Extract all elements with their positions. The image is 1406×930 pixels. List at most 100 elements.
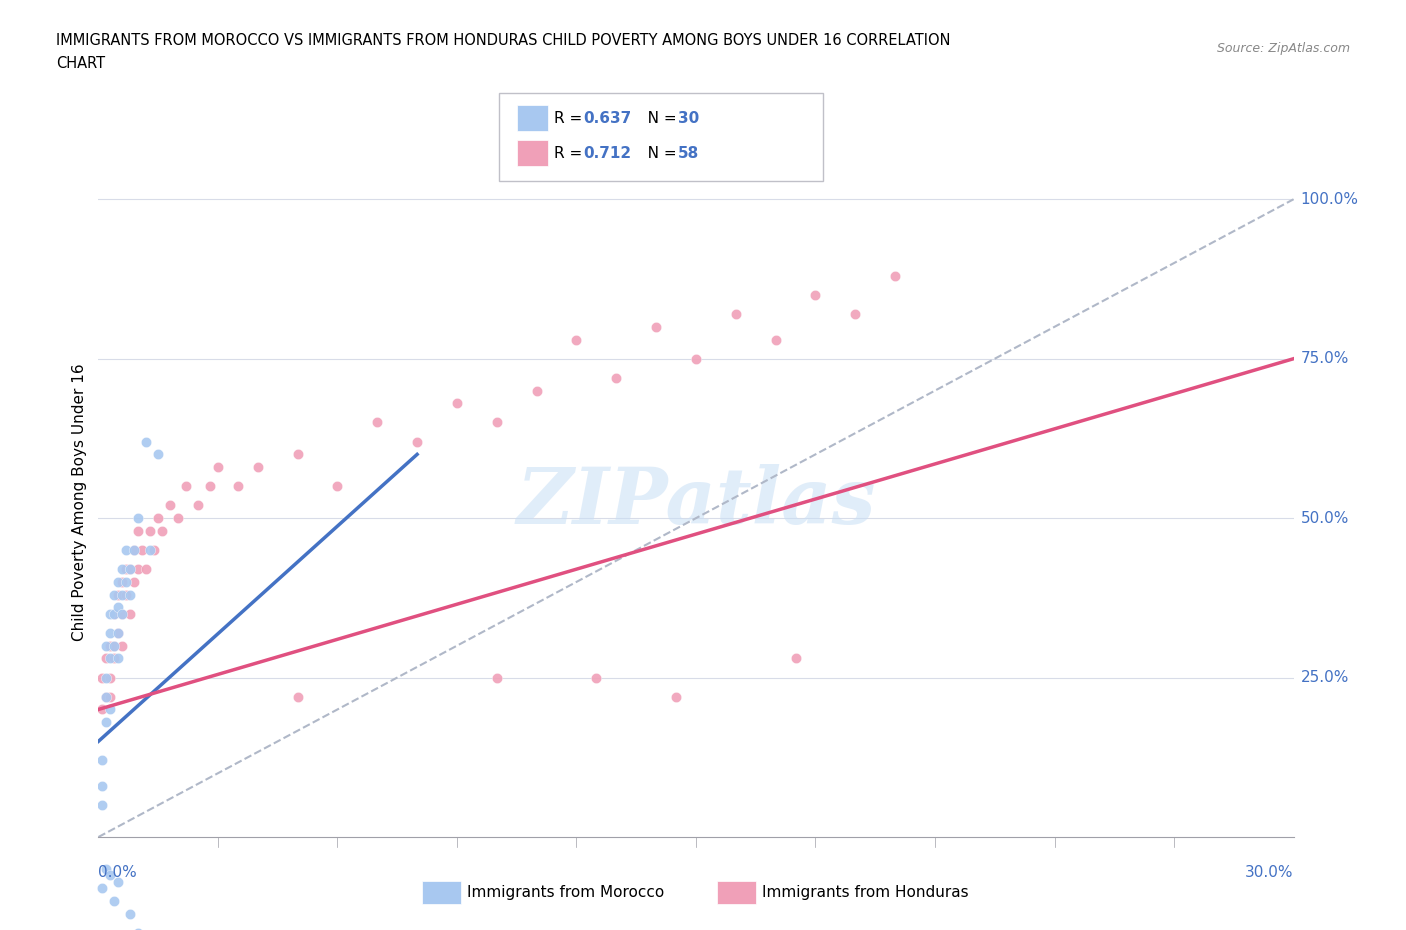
- Point: [124, 542, 146, 557]
- Text: 100.0%: 100.0%: [1301, 192, 1358, 206]
- Point: [115, 542, 138, 557]
- Point: [785, 651, 807, 666]
- Point: [645, 319, 668, 334]
- Point: [98, 702, 122, 717]
- Point: [107, 874, 129, 889]
- Text: IMMIGRANTS FROM MOROCCO VS IMMIGRANTS FROM HONDURAS CHILD POVERTY AMONG BOYS UND: IMMIGRANTS FROM MOROCCO VS IMMIGRANTS FR…: [56, 33, 950, 47]
- Text: 30.0%: 30.0%: [1246, 865, 1294, 880]
- Point: [96, 715, 118, 730]
- Point: [107, 626, 129, 641]
- Point: [98, 868, 122, 883]
- Point: [96, 689, 118, 704]
- Point: [111, 606, 134, 621]
- Point: [103, 587, 125, 602]
- Point: [765, 332, 787, 347]
- Point: [804, 287, 827, 302]
- Point: [98, 689, 122, 704]
- Text: 30: 30: [678, 111, 699, 126]
- Point: [103, 606, 125, 621]
- Point: [143, 542, 166, 557]
- Point: [120, 906, 142, 921]
- Point: [111, 562, 134, 577]
- Point: [207, 459, 229, 474]
- Point: [91, 702, 114, 717]
- Point: [526, 383, 548, 398]
- Point: [96, 671, 118, 685]
- Point: [96, 861, 118, 876]
- Text: Immigrants from Morocco: Immigrants from Morocco: [467, 885, 664, 900]
- Point: [107, 626, 129, 641]
- Point: [120, 562, 142, 577]
- Point: [148, 511, 170, 525]
- Point: [174, 479, 197, 494]
- Point: [585, 671, 607, 685]
- Point: [139, 542, 162, 557]
- Text: R =: R =: [554, 146, 588, 161]
- Point: [103, 651, 125, 666]
- Point: [96, 689, 118, 704]
- Point: [406, 434, 429, 449]
- Text: 0.637: 0.637: [583, 111, 631, 126]
- Point: [115, 562, 138, 577]
- Point: [91, 881, 114, 896]
- Point: [115, 575, 138, 590]
- Point: [91, 671, 114, 685]
- Point: [91, 798, 114, 813]
- Point: [103, 606, 125, 621]
- Text: N =: N =: [633, 146, 681, 161]
- Point: [485, 671, 508, 685]
- Point: [103, 894, 125, 909]
- Point: [98, 651, 122, 666]
- Point: [198, 479, 221, 494]
- Point: [120, 587, 142, 602]
- Point: [326, 479, 349, 494]
- Point: [111, 587, 134, 602]
- Point: [103, 638, 125, 653]
- Point: [485, 415, 508, 430]
- Point: [107, 587, 129, 602]
- Point: [96, 651, 118, 666]
- Point: [120, 562, 142, 577]
- Point: [107, 600, 129, 615]
- Text: Source: ZipAtlas.com: Source: ZipAtlas.com: [1216, 42, 1350, 55]
- Point: [226, 479, 249, 494]
- Point: [131, 542, 153, 557]
- Point: [139, 524, 162, 538]
- Text: 75.0%: 75.0%: [1301, 352, 1348, 366]
- Point: [127, 524, 149, 538]
- Point: [107, 575, 129, 590]
- Point: [98, 606, 122, 621]
- Point: [159, 498, 181, 512]
- Point: [167, 511, 190, 525]
- Point: [565, 332, 588, 347]
- Point: [884, 269, 907, 284]
- Text: N =: N =: [633, 111, 681, 126]
- Point: [665, 689, 688, 704]
- Point: [111, 638, 134, 653]
- Text: CHART: CHART: [56, 56, 105, 71]
- Y-axis label: Child Poverty Among Boys Under 16: Child Poverty Among Boys Under 16: [72, 364, 87, 641]
- Point: [685, 352, 707, 366]
- Point: [135, 434, 157, 449]
- Point: [366, 415, 388, 430]
- Point: [127, 562, 149, 577]
- Text: 0.0%: 0.0%: [98, 865, 138, 880]
- Point: [98, 671, 122, 685]
- Point: [91, 753, 114, 768]
- Point: [446, 396, 468, 411]
- Point: [844, 307, 866, 322]
- Point: [124, 542, 146, 557]
- Point: [127, 511, 149, 525]
- Point: [150, 524, 173, 538]
- Point: [103, 638, 125, 653]
- Point: [96, 638, 118, 653]
- Point: [605, 370, 627, 385]
- Point: [127, 925, 149, 930]
- Point: [124, 575, 146, 590]
- Text: 25.0%: 25.0%: [1301, 671, 1348, 685]
- Text: ZIPatlas: ZIPatlas: [516, 464, 876, 540]
- Point: [724, 307, 747, 322]
- Point: [111, 575, 134, 590]
- Point: [148, 447, 170, 462]
- Text: 0.712: 0.712: [583, 146, 631, 161]
